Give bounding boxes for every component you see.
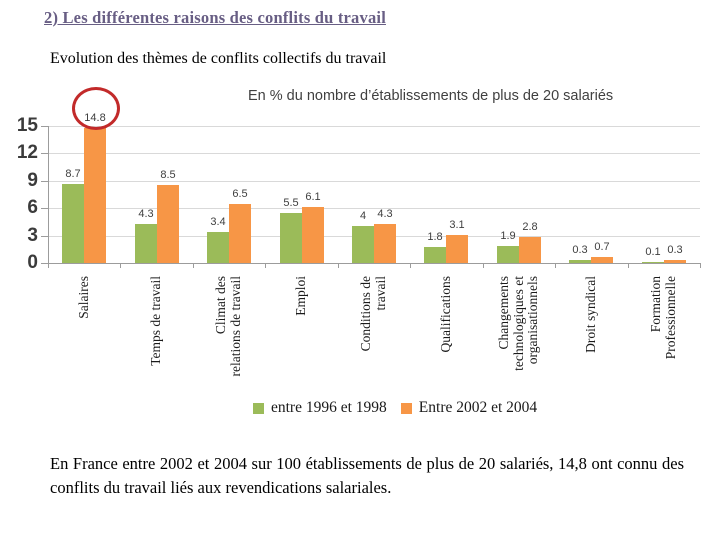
bar-1996-1998-conditions-de: [352, 226, 374, 263]
bar-value-label: 3.4: [210, 216, 226, 228]
y-axis-tick: [41, 126, 48, 127]
slide-title: 2) Les différentes raisons des conflits …: [44, 8, 386, 27]
bar-1996-1998-qualifications: [424, 247, 446, 263]
bar-2002-2004-formation: [664, 260, 686, 263]
bar-1996-1998-temps-de-travail: [135, 224, 157, 263]
bar-value-label: 1.9: [500, 230, 516, 242]
bar-2002-2004-droit-syndical: [591, 257, 613, 263]
x-axis-tick: [265, 263, 266, 268]
bar-value-label: 1.8: [427, 231, 443, 243]
legend-swatch-green-icon: [253, 402, 264, 414]
x-axis-category-text: Salaires: [75, 276, 91, 319]
bar-value-label: 0.3: [572, 244, 588, 256]
y-axis-tick: [41, 236, 48, 237]
x-axis-tick: [193, 263, 194, 268]
x-axis-category-label: Qualifications: [410, 270, 482, 435]
bar-2002-2004-qualifications: [446, 235, 468, 263]
chart: En % du nombre d’établissements de plus …: [0, 85, 720, 447]
bar-2002-2004-temps-de-travail: [157, 185, 179, 263]
bar-1996-1998-droit-syndical: [569, 260, 591, 263]
legend-label-1996-1998: entre 1996 et 1998: [271, 399, 387, 416]
gridline: [48, 153, 700, 154]
x-axis-category-text: Droit syndical: [582, 276, 598, 353]
legend-item-2002-2004: Entre 2002 et 2004: [400, 399, 538, 417]
bar-value-label: 3.1: [449, 219, 465, 231]
x-axis-tick: [628, 263, 629, 268]
x-axis-category-text: Emploi: [292, 276, 308, 316]
bar-value-label: 6.1: [305, 191, 321, 203]
x-axis-tick: [338, 263, 339, 268]
y-axis-label: 3: [27, 225, 38, 246]
legend-label-2002-2004: Entre 2002 et 2004: [418, 399, 538, 416]
bar-value-label: 0.3: [667, 244, 683, 256]
bar-value-label: 4.3: [138, 208, 154, 220]
bar-1996-1998-climat-des: [207, 232, 229, 263]
x-axis-category-label: Climat des relations de travail: [193, 270, 265, 435]
y-axis-label: 6: [27, 197, 38, 218]
bar-1996-1998-formation: [642, 262, 664, 263]
x-axis-category-label: Temps de travail: [120, 270, 192, 435]
y-axis-tick: [41, 181, 48, 182]
bar-value-label: 4: [359, 210, 367, 222]
legend-swatch-orange-icon: [400, 402, 412, 414]
x-axis-category-text: Temps de travail: [147, 276, 163, 366]
bar-1996-1998-salaires: [62, 184, 84, 263]
x-axis-category-label: Conditions de travail: [338, 270, 410, 435]
x-axis-category-text: Conditions de travail: [358, 276, 388, 352]
y-axis-label: 9: [27, 170, 38, 191]
body-text: En France entre 2002 et 2004 sur 100 éta…: [50, 454, 684, 498]
bar-value-label: 8.5: [160, 169, 176, 181]
gridline: [48, 181, 700, 182]
bar-1996-1998-emploi: [280, 213, 302, 263]
bar-2002-2004-emploi: [302, 207, 324, 263]
gridline: [48, 126, 700, 127]
gridline: [48, 208, 700, 209]
x-axis-category-label: Changements technologiques et organisati…: [483, 270, 555, 435]
bar-2002-2004-climat-des: [229, 204, 251, 263]
chart-legend: entre 1996 et 1998 Entre 2002 et 2004: [253, 399, 537, 417]
slide-subtitle: Evolution des thèmes de conflits collect…: [50, 50, 387, 67]
y-axis-tick: [41, 208, 48, 209]
x-axis-category-label: Emploi: [265, 270, 337, 435]
y-axis-label: 0: [27, 252, 38, 273]
x-axis-tick: [700, 263, 701, 268]
y-axis-label: 15: [16, 115, 38, 136]
x-axis-tick: [483, 263, 484, 268]
bar-value-label: 6.5: [232, 188, 248, 200]
x-axis-category-label: Formation Professionnelle: [628, 270, 700, 435]
y-axis-label: 12: [16, 142, 38, 163]
bar-2002-2004-changements: [519, 237, 541, 263]
y-axis-tick: [41, 263, 48, 264]
x-axis-tick: [48, 263, 49, 268]
x-axis-tick: [555, 263, 556, 268]
x-axis-category-text: Qualifications: [437, 276, 453, 353]
bar-1996-1998-changements: [497, 246, 519, 263]
x-axis-category-text: Climat des relations de travail: [213, 276, 243, 377]
bar-value-label: 0.7: [594, 241, 610, 253]
chart-title: En % du nombre d’établissements de plus …: [248, 88, 614, 104]
x-axis-line: [48, 263, 700, 264]
y-axis-line: [48, 126, 49, 263]
bar-2002-2004-salaires: [84, 128, 106, 263]
bar-2002-2004-conditions-de: [374, 224, 396, 263]
bar-value-label: 8.7: [65, 168, 81, 180]
x-axis-category-label: Salaires: [48, 270, 120, 435]
bar-value-label: 4.3: [377, 208, 393, 220]
red-circle-annotation-icon: [72, 87, 120, 130]
x-axis-tick: [410, 263, 411, 268]
x-axis-category-text: Changements technologiques et organisati…: [495, 276, 541, 371]
x-axis-category-text: Formation Professionnelle: [648, 276, 678, 360]
y-axis-tick: [41, 153, 48, 154]
x-axis-tick: [120, 263, 121, 268]
bar-value-label: 5.5: [283, 197, 299, 209]
bar-value-label: 2.8: [522, 221, 538, 233]
bar-value-label: 0.1: [645, 246, 661, 258]
legend-item-1996-1998: entre 1996 et 1998: [253, 399, 387, 417]
x-axis-category-label: Droit syndical: [555, 270, 627, 435]
